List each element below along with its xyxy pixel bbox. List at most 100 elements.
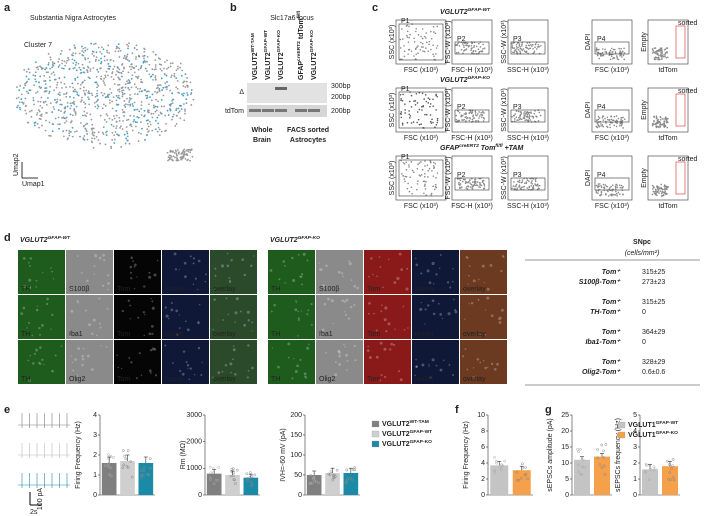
facs-y-label: FSC-W (x10³) [445, 156, 452, 199]
umap-dot [107, 44, 110, 47]
umap-dot [40, 96, 43, 99]
umap-dot [57, 109, 60, 111]
umap-dot [110, 75, 113, 78]
umap-dot [84, 46, 87, 49]
facs-dot [597, 115, 600, 118]
micrograph-speck [341, 299, 345, 302]
facs-dot [432, 185, 434, 188]
umap-dot [135, 75, 137, 78]
facs-dot [482, 43, 484, 46]
facs-dot [531, 115, 533, 118]
umap-dot [166, 59, 168, 62]
umap-dot [86, 48, 89, 51]
facs-x-label: FSC (x10³) [595, 67, 629, 74]
facs-dot [463, 44, 465, 47]
umap-dot [33, 103, 35, 106]
micrograph-speck [393, 281, 397, 284]
umap-dot [124, 83, 127, 86]
micrograph-speck [406, 267, 409, 270]
facs-dot [404, 109, 406, 111]
umap-dot [149, 96, 151, 99]
bar-point [212, 482, 216, 486]
facs-dot [434, 162, 437, 165]
micrograph [162, 250, 209, 294]
umap-dot [143, 115, 146, 118]
micrograph-speck [171, 362, 174, 364]
umap-dot [133, 67, 136, 69]
umap-dot [156, 116, 159, 119]
umap-dot [126, 55, 128, 58]
umap-dot [89, 68, 92, 70]
facs-dot [420, 46, 423, 48]
facs-dot [654, 191, 657, 193]
legend-label: VGLUT1GFAP-KO [628, 430, 678, 439]
channel-label: nuclei [165, 376, 184, 383]
facs-dot [661, 188, 663, 190]
facs-dot [407, 48, 410, 51]
umap-dot [121, 75, 123, 78]
facs-gate-label: sorted [678, 156, 698, 163]
facs-dot [664, 48, 667, 51]
bar [225, 475, 240, 495]
facs-dot [603, 187, 606, 190]
bar-point [672, 478, 676, 482]
umap-dot [135, 65, 138, 68]
channel-label: nuclei [415, 376, 434, 383]
y-tick-label: 50 [294, 472, 302, 479]
umap-dot [92, 67, 95, 69]
umap-dot [65, 61, 68, 64]
umap-x-label: Umap1 [22, 181, 45, 188]
umap-dot [94, 95, 97, 98]
umap-dot [150, 99, 153, 102]
facs-dot [436, 25, 439, 28]
umap-dot [111, 107, 114, 110]
umap-dot [51, 61, 54, 63]
bar [642, 469, 658, 495]
y-axis-label: Firing Frequency (Hz) [463, 421, 470, 489]
umap-dot [130, 77, 133, 80]
umap-dot [122, 57, 125, 59]
facs-dot [606, 125, 608, 128]
facs-dot [458, 119, 461, 122]
facs-dot [422, 104, 425, 107]
umap-dot [71, 114, 74, 117]
facs-dot [602, 119, 605, 121]
umap-dot [47, 61, 50, 64]
gel-band [275, 87, 287, 90]
bar [138, 463, 154, 495]
umap-dot [69, 102, 72, 105]
umap-dot [65, 120, 68, 123]
facs-dot [664, 55, 666, 58]
facs-dot [519, 45, 521, 48]
facs-dot [471, 111, 474, 113]
umap-dot [74, 130, 76, 133]
micrograph-speck [308, 343, 310, 346]
umap-dot [57, 66, 60, 68]
genotype-title-part: GFAP-KO [298, 235, 320, 241]
facs-dot [616, 195, 618, 197]
y-tick-label: 2000 [186, 439, 202, 446]
micrograph-speck [196, 288, 199, 291]
micrograph-speck [151, 306, 155, 310]
umap-dot [175, 122, 178, 125]
facs-dot [658, 186, 660, 188]
umap-dot [177, 151, 180, 154]
facs-dot [403, 50, 406, 53]
facs-dot [429, 159, 432, 162]
micrograph-speck [175, 309, 179, 313]
umap-dot [27, 78, 30, 81]
micrograph-speck [151, 332, 154, 336]
micrograph-speck [137, 316, 140, 319]
umap-dot [127, 47, 129, 50]
micrograph-speck [321, 328, 325, 332]
facs-dot [521, 179, 524, 181]
facs-dot [666, 126, 669, 129]
facs-dot [657, 191, 659, 193]
micrograph-speck [464, 318, 466, 320]
bar [101, 463, 117, 495]
facs-dot [400, 111, 403, 113]
micrograph-speck [212, 288, 215, 291]
umap-dot [182, 103, 185, 105]
lane-label: GFAPcreERT2 tdTomfl/fl [296, 10, 305, 80]
facs-dot [597, 186, 599, 188]
